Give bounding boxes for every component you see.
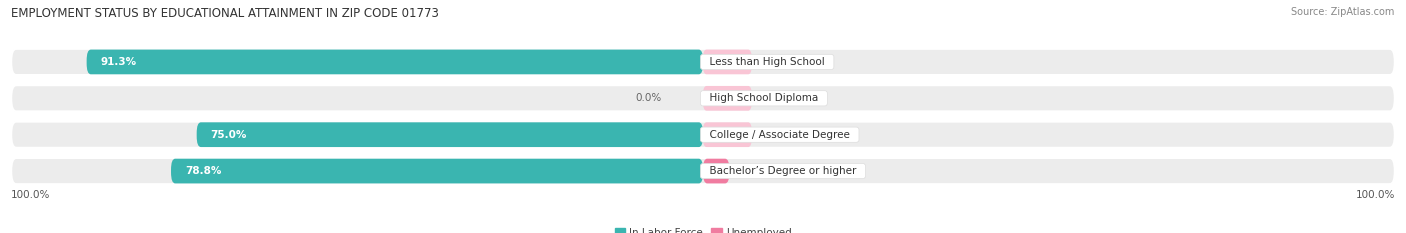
FancyBboxPatch shape [11,122,1395,148]
Text: Less than High School: Less than High School [703,57,831,67]
Text: 100.0%: 100.0% [11,190,51,200]
Text: 0.0%: 0.0% [636,93,661,103]
Text: 78.8%: 78.8% [186,166,221,176]
FancyBboxPatch shape [703,159,730,183]
Text: 91.3%: 91.3% [101,57,136,67]
FancyBboxPatch shape [11,49,1395,75]
FancyBboxPatch shape [11,85,1395,111]
Text: High School Diploma: High School Diploma [703,93,825,103]
Text: 0.0%: 0.0% [766,57,792,67]
Text: 3.9%: 3.9% [751,166,776,176]
FancyBboxPatch shape [87,50,703,74]
Text: College / Associate Degree: College / Associate Degree [703,130,856,140]
FancyBboxPatch shape [703,86,752,111]
Text: EMPLOYMENT STATUS BY EDUCATIONAL ATTAINMENT IN ZIP CODE 01773: EMPLOYMENT STATUS BY EDUCATIONAL ATTAINM… [11,7,439,20]
FancyBboxPatch shape [703,50,752,74]
Text: 0.0%: 0.0% [766,93,792,103]
Text: Bachelor’s Degree or higher: Bachelor’s Degree or higher [703,166,863,176]
FancyBboxPatch shape [703,122,752,147]
FancyBboxPatch shape [197,122,703,147]
FancyBboxPatch shape [172,159,703,183]
Legend: In Labor Force, Unemployed: In Labor Force, Unemployed [610,224,796,233]
Text: 75.0%: 75.0% [211,130,247,140]
FancyBboxPatch shape [11,158,1395,184]
Text: 0.0%: 0.0% [766,130,792,140]
Text: Source: ZipAtlas.com: Source: ZipAtlas.com [1291,7,1395,17]
Text: 100.0%: 100.0% [1355,190,1395,200]
